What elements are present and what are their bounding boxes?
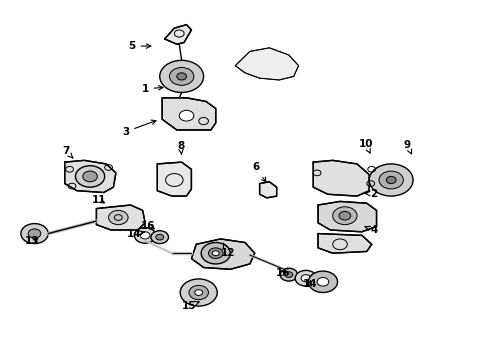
Circle shape bbox=[156, 234, 164, 240]
Polygon shape bbox=[318, 234, 372, 253]
Text: 2: 2 bbox=[365, 189, 378, 199]
Text: 16: 16 bbox=[276, 268, 290, 278]
Text: 12: 12 bbox=[220, 243, 235, 258]
Circle shape bbox=[180, 279, 217, 306]
Text: 1: 1 bbox=[142, 84, 163, 94]
Circle shape bbox=[379, 171, 403, 189]
Circle shape bbox=[317, 278, 329, 286]
Circle shape bbox=[301, 275, 311, 282]
Polygon shape bbox=[313, 160, 369, 196]
Text: 6: 6 bbox=[252, 162, 266, 182]
Circle shape bbox=[308, 271, 338, 293]
Text: 4: 4 bbox=[365, 225, 378, 235]
Circle shape bbox=[285, 272, 293, 278]
Text: 5: 5 bbox=[128, 41, 151, 51]
Circle shape bbox=[189, 285, 208, 300]
Circle shape bbox=[179, 111, 194, 121]
Circle shape bbox=[134, 228, 156, 243]
Polygon shape bbox=[162, 98, 216, 130]
Polygon shape bbox=[192, 239, 255, 269]
Text: 8: 8 bbox=[177, 141, 184, 154]
Circle shape bbox=[280, 268, 297, 281]
Circle shape bbox=[339, 211, 351, 220]
Text: 14: 14 bbox=[302, 279, 317, 289]
Circle shape bbox=[75, 166, 105, 187]
Text: 14: 14 bbox=[126, 229, 144, 239]
Circle shape bbox=[195, 290, 202, 296]
Circle shape bbox=[83, 171, 98, 182]
Polygon shape bbox=[65, 160, 116, 193]
Circle shape bbox=[21, 224, 48, 244]
Text: 16: 16 bbox=[141, 221, 156, 231]
Polygon shape bbox=[318, 202, 376, 232]
Text: 7: 7 bbox=[63, 147, 73, 158]
Circle shape bbox=[201, 243, 230, 264]
Polygon shape bbox=[157, 162, 192, 196]
Circle shape bbox=[208, 248, 223, 258]
Polygon shape bbox=[165, 24, 192, 44]
Polygon shape bbox=[97, 205, 145, 230]
Circle shape bbox=[151, 231, 169, 244]
Circle shape bbox=[212, 251, 219, 256]
Circle shape bbox=[170, 67, 194, 85]
Polygon shape bbox=[260, 182, 277, 198]
Circle shape bbox=[177, 73, 187, 80]
Polygon shape bbox=[235, 48, 298, 80]
Text: 3: 3 bbox=[122, 120, 156, 137]
Circle shape bbox=[160, 60, 203, 93]
Circle shape bbox=[333, 207, 357, 225]
Text: 11: 11 bbox=[92, 195, 106, 204]
Circle shape bbox=[386, 176, 396, 184]
Circle shape bbox=[109, 210, 128, 225]
Text: 9: 9 bbox=[404, 140, 412, 154]
Circle shape bbox=[140, 232, 150, 239]
Circle shape bbox=[369, 164, 413, 196]
Circle shape bbox=[28, 229, 41, 238]
Text: 13: 13 bbox=[25, 237, 39, 247]
Text: 15: 15 bbox=[182, 301, 199, 311]
Text: 10: 10 bbox=[359, 139, 373, 153]
Circle shape bbox=[295, 270, 317, 286]
